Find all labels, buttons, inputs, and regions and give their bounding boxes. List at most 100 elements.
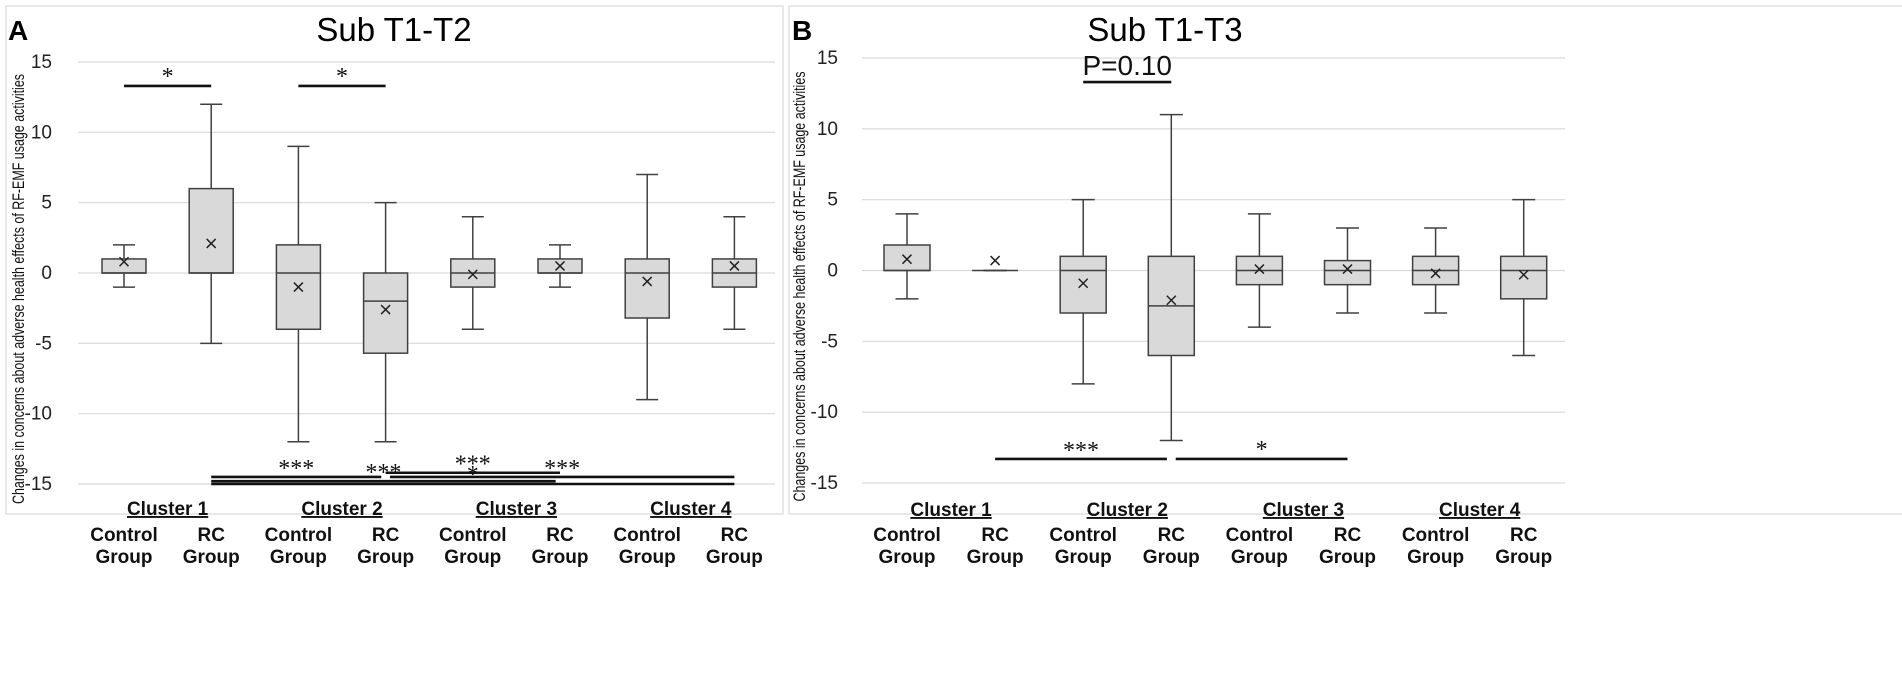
- panel-a-box-cluster3-rc: [537, 244, 583, 288]
- panel-b-box-cluster2-rc: [1147, 113, 1196, 442]
- panel-a-group-label: Group: [357, 547, 414, 568]
- panel-b-cluster-label: Cluster 2: [1087, 500, 1168, 521]
- panel-a-letter: A: [8, 15, 28, 46]
- panel-a-group-label: RC: [197, 525, 225, 546]
- mean-marker: [642, 276, 653, 287]
- mean-marker: [1518, 269, 1529, 280]
- iqr-box: [883, 244, 931, 272]
- panel-a-significance-label: ***: [455, 452, 491, 478]
- panel-a-box-cluster1-rc: [188, 103, 234, 345]
- panel-a-y-tick-label: 10: [31, 122, 52, 143]
- panel-a-y-tick-label: -5: [35, 333, 52, 354]
- panel-a-box-cluster1-control: [101, 244, 147, 288]
- panel-b-y-tick-label: 0: [827, 261, 838, 282]
- panel-b-group-label: Group: [1231, 547, 1288, 568]
- panel-a-y-tick-label: 0: [41, 263, 52, 284]
- panel-b-group-label: Group: [967, 547, 1024, 568]
- panel-b-group-label: Group: [1495, 547, 1552, 568]
- mean-marker: [1078, 278, 1089, 289]
- panel-a-title: Sub T1-T2: [316, 11, 471, 48]
- panel-a-group-label: Group: [270, 547, 327, 568]
- mean-marker: [554, 260, 566, 271]
- mean-marker: [1166, 295, 1177, 306]
- panel-a-group-label: RC: [372, 525, 400, 546]
- panel-b-group-label: Control: [873, 525, 941, 546]
- panel-a-group-label: Group: [183, 547, 240, 568]
- iqr-box: [624, 258, 670, 319]
- iqr-box: [188, 187, 234, 274]
- panel-a-box-cluster4-control: [624, 173, 670, 401]
- panel-b-cluster-label: Cluster 4: [1439, 500, 1521, 521]
- panel-b-cluster-label: Cluster 1: [910, 500, 992, 521]
- mean-marker: [1254, 264, 1265, 275]
- panel-b-y-tick-label: -15: [811, 473, 838, 494]
- mean-marker: [206, 238, 217, 249]
- panel-a-group-label: Control: [90, 525, 158, 546]
- panel-b-box-cluster1-control: [883, 213, 931, 300]
- panel-a-box-cluster4-rc: [711, 215, 758, 331]
- panel-a-significance-label: *: [162, 64, 174, 90]
- panel-b-group-label: RC: [1334, 525, 1362, 546]
- mean-marker: [293, 282, 304, 293]
- panel-a-group-label: Group: [96, 547, 153, 568]
- panel-b-group-label: Group: [879, 547, 936, 568]
- panel-b-y-tick-label: -10: [811, 402, 838, 423]
- panel-b-significance-label: P=0.10: [1082, 50, 1172, 81]
- mean-marker: [990, 255, 1001, 266]
- mean-marker: [729, 260, 740, 271]
- panel-a-group-label: Control: [613, 525, 681, 546]
- panel-b-significance-label: *: [1256, 437, 1268, 463]
- panel-a-significance-label: *: [467, 462, 479, 488]
- panel-a-cluster-label: Cluster 2: [301, 499, 382, 520]
- panel-b-group-label: Group: [1319, 547, 1376, 568]
- iqr-box: [362, 272, 409, 354]
- panel-a-box-cluster2-control: [275, 145, 322, 443]
- panel-b-group-label: Group: [1143, 547, 1200, 568]
- panel-b-title: Sub T1-T3: [1087, 11, 1242, 48]
- panel-b-y-tick-label: 5: [827, 190, 838, 211]
- iqr-box: [1059, 255, 1107, 314]
- panel-b-group-label: Group: [1407, 547, 1464, 568]
- panel-b-box-cluster1-rc: [972, 255, 1019, 272]
- panel-a-cluster-label: Cluster 3: [476, 499, 557, 520]
- panel-a-cluster-label: Cluster 4: [650, 499, 732, 520]
- panel-b-group-label: Control: [1402, 525, 1470, 546]
- mean-marker: [467, 269, 478, 280]
- panel-b-significance-label: ***: [1063, 438, 1099, 464]
- panel-a-group-label: Group: [444, 547, 501, 568]
- panel-a-significance-label: *: [336, 64, 348, 90]
- panel-b-y-tick-label: 15: [817, 48, 838, 69]
- panel-a-significance-label: ***: [365, 460, 401, 486]
- panel-a-group-label: Group: [706, 547, 763, 568]
- mean-marker: [1342, 264, 1353, 275]
- panel-a-y-tick-label: 15: [31, 52, 52, 73]
- panel-b-cluster-label: Cluster 3: [1263, 500, 1344, 521]
- mean-marker: [1430, 268, 1441, 279]
- panel-a-group-label: RC: [721, 525, 749, 546]
- panel-b-box-cluster3-rc: [1323, 227, 1372, 314]
- mean-marker: [380, 304, 391, 315]
- panel-a-group-label: Group: [532, 547, 589, 568]
- mean-marker: [901, 254, 913, 265]
- panel-a-group-label: RC: [546, 525, 574, 546]
- panel-b-box-cluster3-control: [1235, 213, 1284, 328]
- panel-a-y-tick-label: -15: [25, 474, 52, 495]
- panel-a-cluster-label: Cluster 1: [127, 499, 209, 520]
- panel-a-significance-label: ***: [544, 456, 580, 482]
- iqr-box: [1323, 259, 1372, 286]
- iqr-box: [1499, 255, 1548, 300]
- panel-b-group-label: RC: [1158, 525, 1186, 546]
- panel-a-box-cluster3-control: [450, 215, 496, 331]
- panel-b-letter: B: [792, 15, 812, 46]
- mean-marker: [118, 256, 130, 267]
- panel-b-group-label: RC: [981, 525, 1009, 546]
- panel-b-y-axis-title: Changes in concerns about adverse health…: [790, 72, 809, 502]
- panel-a-group-label: Control: [265, 525, 333, 546]
- panel-a-y-tick-label: -10: [25, 404, 52, 425]
- panel-b-chart: B Sub T1-T3 -15 -10 -5 0 5 10 15 Changes in conce…: [788, 5, 1902, 568]
- panel-a-box-cluster2-rc: [362, 201, 409, 443]
- panel-a-group-label: Group: [619, 547, 676, 568]
- panel-b-box-cluster2-control: [1059, 198, 1107, 385]
- panel-b-group-label: Group: [1055, 547, 1112, 568]
